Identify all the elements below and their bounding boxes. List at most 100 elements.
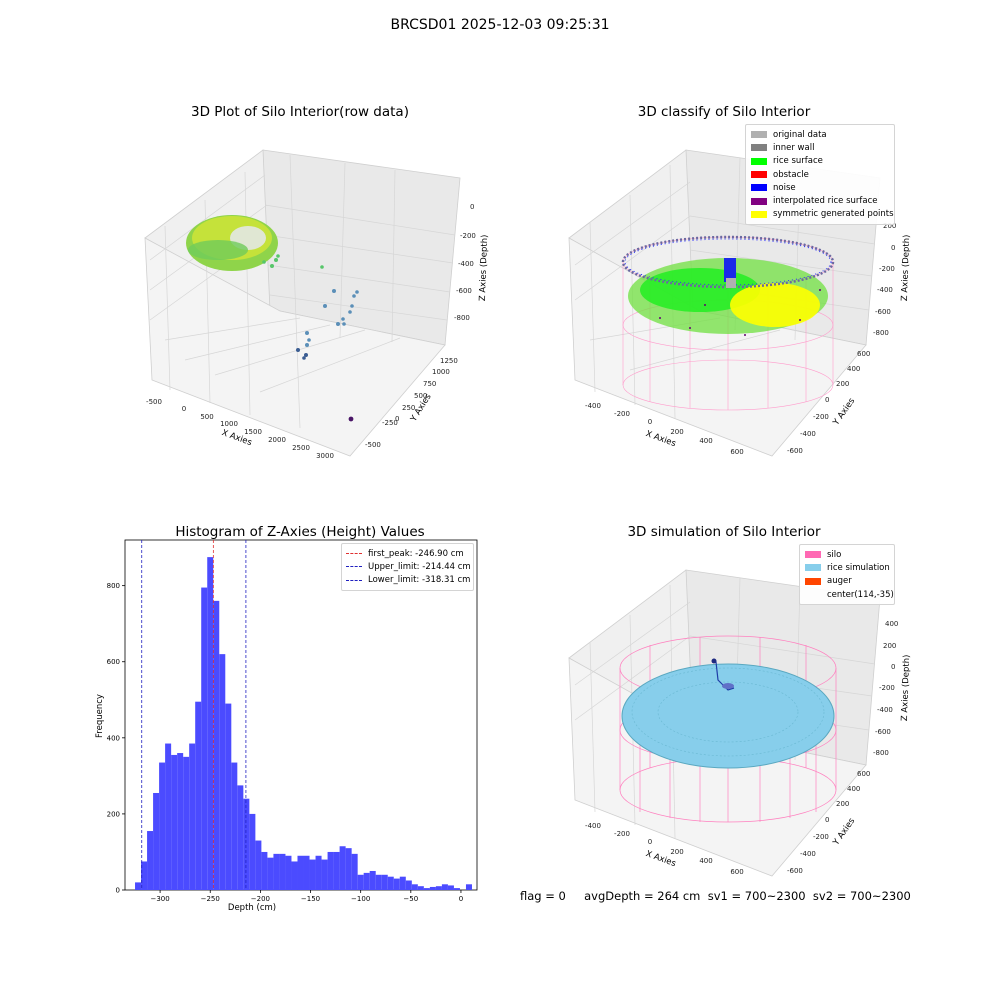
legend-item-interpolated-rice-surface: interpolated rice surface	[751, 194, 889, 207]
legend-swatch	[751, 144, 767, 152]
histogram-x-tick-label: −300	[150, 895, 169, 903]
histogram-bar	[405, 880, 412, 890]
legend-swatch	[805, 577, 821, 585]
plot1-y-tick: -500	[365, 441, 381, 449]
status-footer: flag = 0 avgDepth = 264 cm sv1 = 700~230…	[520, 889, 911, 903]
histogram-x-tick-label: −200	[251, 895, 270, 903]
plot2-y-tick: -200	[813, 413, 829, 421]
histogram-bar	[225, 703, 232, 890]
plot2-x-tick: -400	[585, 402, 601, 410]
plot2-z-label: Z Axies (Depth)	[900, 234, 912, 301]
histogram-bar	[183, 756, 190, 890]
legend-item-silo: silo	[805, 548, 889, 561]
plot2-x-tick: 200	[670, 428, 683, 436]
histogram-bar	[189, 743, 196, 890]
plot4-x-tick: -200	[614, 830, 630, 838]
histogram-bar	[261, 851, 268, 890]
histogram-x-tick-label: −150	[301, 895, 320, 903]
legend-item-obstacle: obstacle	[751, 168, 889, 181]
plot4-z-tick: -400	[877, 706, 893, 714]
histogram-x-tick-label: −100	[351, 895, 370, 903]
plot1-x-tick: 3000	[316, 452, 334, 460]
histogram-bar	[453, 888, 460, 890]
plot1-y-tick: 0	[395, 415, 399, 423]
plot4-y-label: Y Axies	[831, 816, 858, 848]
histogram-bar	[369, 870, 376, 890]
plot2-y-tick: -400	[800, 430, 816, 438]
plot1-x-tick: 2000	[268, 436, 286, 444]
histogram-bar	[309, 859, 316, 890]
legend-swatch	[805, 551, 821, 559]
plot2-y-tick: 400	[847, 365, 860, 373]
histogram-bar	[249, 813, 256, 890]
plot4-y-tick: 0	[825, 816, 829, 824]
legend-swatch	[751, 157, 767, 165]
histogram-bar	[339, 846, 346, 890]
histogram-bar	[285, 855, 292, 890]
legend-item-center: center(114,-35)	[805, 588, 894, 601]
histogram-bar	[213, 600, 220, 890]
plot4-y-tick: -200	[813, 833, 829, 841]
histogram-y-tick-label: 600	[107, 658, 120, 666]
legend-item-auger: auger	[805, 575, 889, 588]
histogram-bar	[351, 853, 358, 890]
plot4-title: 3D simulation of Silo Interior	[627, 524, 821, 540]
histogram-bar	[411, 884, 418, 890]
plot4-y-tick: -600	[787, 867, 803, 875]
histogram-bar	[345, 848, 352, 890]
histogram-bar	[165, 743, 172, 890]
plot1-y-tick: 1250	[440, 357, 458, 365]
histogram-x-tick-label: 0	[459, 895, 463, 903]
histogram-bar	[153, 792, 160, 890]
plot1-y-tick: 500	[414, 392, 427, 400]
histogram-bar	[273, 853, 280, 890]
legend-item-lower-limit: Lower_limit: -318.31 cm	[346, 574, 470, 587]
histogram-bar	[315, 855, 322, 890]
histogram-bar	[141, 861, 148, 890]
histogram-title: Histogram of Z-Axies (Height) Values	[175, 524, 425, 540]
histogram-bar	[303, 855, 310, 890]
legend-item-inner-wall: inner wall	[751, 141, 889, 154]
histogram-bar	[135, 882, 142, 890]
plot1-y-tick: 250	[402, 404, 415, 412]
plot4-x-tick: 400	[699, 857, 712, 865]
histogram-bar	[399, 876, 406, 890]
histogram-bar	[171, 754, 178, 890]
plot4-y-tick: 600	[857, 770, 870, 778]
plot2-z-tick: 200	[883, 222, 896, 230]
histogram-bar	[291, 861, 298, 890]
plot1-y-tick: 1000	[432, 368, 450, 376]
histogram-bar	[375, 874, 382, 890]
legend-swatch	[751, 131, 767, 139]
histogram-bar	[243, 798, 250, 890]
histogram-bar	[219, 654, 226, 890]
histogram-bar	[327, 851, 334, 890]
legend-item-noise: noise	[751, 181, 889, 194]
histogram-bar	[237, 785, 244, 890]
legend-swatch	[751, 171, 767, 179]
plot2-z-tick: -400	[877, 286, 893, 294]
histogram-bar	[177, 753, 184, 890]
plot1-z-tick: -200	[460, 232, 476, 240]
histogram-bar	[417, 886, 424, 890]
plot1-x-tick: 1000	[220, 420, 238, 428]
legend-swatch	[751, 210, 767, 218]
plot1-z-tick: -400	[458, 260, 474, 268]
histogram-bar	[441, 884, 448, 890]
histogram-bar	[279, 853, 286, 890]
histogram-x-tick-label: −250	[201, 895, 220, 903]
figure-suptitle: BRCSD01 2025-12-03 09:25:31	[390, 17, 610, 33]
plot1-y-tick: -250	[382, 419, 398, 427]
plot4-z-tick: -800	[873, 749, 889, 757]
legend-swatch	[751, 197, 767, 205]
legend-item-rice-simulation: rice simulation	[805, 561, 890, 574]
plot4-z-tick: 0	[891, 663, 895, 671]
plot2-x-tick: -200	[614, 410, 630, 418]
plot1-x-tick: -500	[146, 398, 162, 406]
plot4-x-tick: 200	[670, 848, 683, 856]
legend-line	[346, 566, 362, 568]
histogram-y-tick-label: 800	[107, 582, 120, 590]
